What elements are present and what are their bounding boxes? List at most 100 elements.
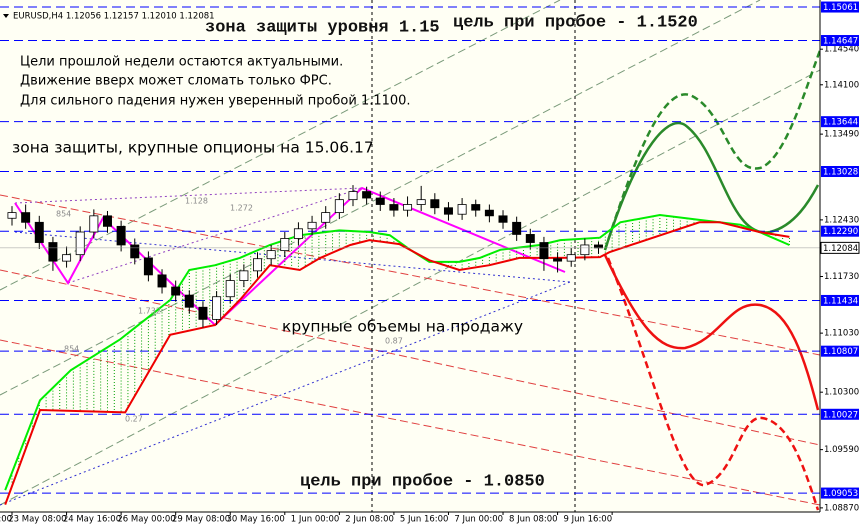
candle-body: [348, 191, 358, 201]
drawings: [0, 0, 820, 512]
indicator-line: [4, 221, 790, 505]
y-tick-label: 1.08870: [824, 503, 859, 513]
y-tick-label: 1.11730: [824, 272, 859, 282]
trend-line: [0, 69, 820, 506]
annotation: зона защиты уровня 1.15: [205, 18, 440, 37]
annotations: EURUSD,H4 1.12056 1.12157 1.12010 1.1208…: [3, 12, 698, 491]
x-tick-label: :00: [0, 515, 12, 525]
candle-body: [362, 191, 372, 199]
candle-body: [307, 221, 317, 230]
level-label-box: [821, 1, 859, 13]
trend-line: [0, 281, 571, 506]
candle-body: [430, 199, 440, 209]
x-tick-label: 29 May 08:00: [172, 515, 230, 525]
level-label: 1.13644: [823, 118, 858, 128]
candle-body: [171, 286, 181, 296]
level-label: 1.09053: [823, 489, 858, 499]
candle-body: [525, 234, 535, 243]
forecast-up-alt: [603, 46, 820, 251]
x-tick-label: 24 May 16:00: [63, 515, 121, 525]
y-tick-label: 1.14540: [824, 45, 859, 55]
level-label-box: [821, 225, 859, 237]
level-label-box: [821, 487, 859, 499]
fibo-label: 1.732: [138, 307, 161, 316]
candle-body: [48, 242, 58, 262]
candle-body: [580, 244, 590, 256]
annotation: Для сильного падения нужен уверенный про…: [20, 94, 411, 109]
candle-body: [21, 212, 31, 223]
candle-body: [539, 242, 549, 260]
zigzag: [14, 186, 566, 327]
candle-body: [403, 204, 413, 211]
fibo-label: 854: [64, 345, 79, 354]
candle-body: [34, 221, 44, 243]
x-tick-label: 23 May 08:00: [8, 515, 66, 525]
annotation: цель при пробое - 1.1520: [453, 13, 698, 32]
candle-body: [389, 204, 399, 211]
candle-body: [594, 244, 603, 249]
menu-triangle: [3, 14, 9, 18]
candle-body: [457, 204, 467, 215]
candle-body: [416, 199, 426, 205]
y-tick-label: 1.13490: [824, 130, 859, 140]
candle-body: [116, 225, 126, 246]
candle-body: [212, 296, 222, 320]
candle-body: [280, 238, 290, 252]
level-label: 1.14647: [823, 37, 858, 47]
x-tick-label: 8 Jun 08:00: [509, 515, 558, 525]
trend-line: [0, 0, 761, 396]
candle-body: [89, 215, 99, 233]
current-price-box: [820, 241, 860, 254]
candle-body: [253, 258, 263, 272]
trend-line: [0, 194, 820, 356]
candle-body: [334, 199, 344, 213]
level-label-box: [821, 408, 859, 420]
candle-body: [498, 215, 508, 223]
trend-line: [0, 0, 561, 291]
level-label-box: [821, 35, 859, 47]
forecast-down: [603, 254, 820, 411]
forecast-up: [603, 121, 820, 251]
annotation: Цели прошлой недели остаются актуальными…: [20, 55, 343, 70]
x-tick-label: 2 Jun 08:00: [345, 515, 394, 525]
price-axis: [820, 0, 860, 525]
candle-body: [102, 215, 112, 227]
candle-body: [375, 197, 385, 205]
candle-body: [157, 274, 167, 288]
level-label-box: [821, 345, 859, 357]
candle-body: [7, 212, 17, 219]
level-label: 1.15061: [823, 3, 858, 13]
fibo-label: 854: [56, 210, 71, 219]
level-label: 1.13028: [823, 168, 858, 178]
x-tick-label: 7 Jun 00:00: [454, 515, 503, 525]
candle-body: [566, 254, 576, 262]
level-label-box: [821, 116, 859, 128]
candle-body: [75, 231, 85, 256]
series-layer: [0, 6, 820, 505]
candle-body: [198, 306, 208, 320]
candle-body: [130, 244, 140, 259]
candle-body: [293, 228, 303, 239]
annotation: крупные объемы на продажу: [282, 318, 523, 336]
fibo-label: 0.87: [385, 337, 403, 346]
y-tick-label: 1.09590: [824, 445, 859, 455]
annotation: Движение вверх может сломать только ФРС.: [20, 74, 332, 89]
y-tick-label: 1.14100: [824, 80, 859, 90]
y-tick-label: 1.10300: [824, 388, 859, 398]
level-label: 1.10027: [823, 410, 858, 420]
level-label-box: [821, 166, 859, 178]
y-tick-label: 1.12430: [824, 215, 859, 225]
candle-body: [484, 209, 494, 217]
fibo-label: 1.128: [185, 197, 208, 206]
candle-body: [62, 254, 72, 262]
time-axis: [0, 512, 860, 525]
candle-body: [239, 270, 249, 281]
candle-body: [184, 294, 194, 308]
x-tick-label: 30 May 16:00: [226, 515, 284, 525]
symbol-info: EURUSD,H4 1.12056 1.12157 1.12010 1.1208…: [13, 12, 215, 22]
level-label-box: [821, 294, 859, 306]
annotation: зона защиты, крупные опционы на 15.06.17: [12, 139, 374, 157]
x-tick-label: 9 Jun 16:00: [564, 515, 613, 525]
